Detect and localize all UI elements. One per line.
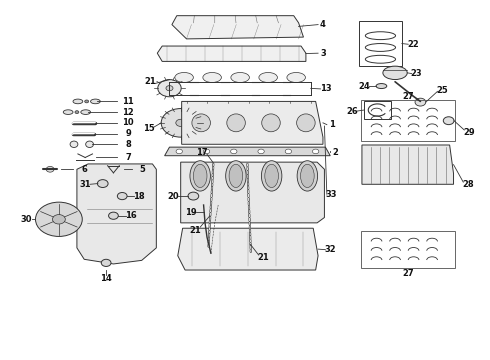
Polygon shape [165,147,330,156]
Ellipse shape [109,212,118,219]
Text: 4: 4 [320,20,326,29]
Ellipse shape [190,161,210,191]
Bar [361,231,456,268]
Text: 21: 21 [144,77,156,86]
Text: 6: 6 [81,165,87,174]
Bar [359,21,402,66]
Ellipse shape [81,110,91,114]
Polygon shape [182,102,323,144]
Text: 27: 27 [402,91,414,100]
Text: 16: 16 [124,211,136,220]
Ellipse shape [192,114,210,132]
Ellipse shape [259,72,277,82]
Text: 24: 24 [359,82,370,91]
Text: 28: 28 [463,180,474,189]
Ellipse shape [175,72,194,82]
Ellipse shape [188,192,199,200]
Ellipse shape [52,215,65,224]
Text: 25: 25 [437,86,448,95]
Ellipse shape [287,72,305,82]
Ellipse shape [231,72,249,82]
Ellipse shape [35,202,82,237]
Ellipse shape [227,114,245,132]
Polygon shape [181,162,324,223]
Ellipse shape [265,164,278,188]
Text: 21: 21 [190,225,201,234]
Text: 31: 31 [79,180,91,189]
Text: 15: 15 [143,125,155,134]
Text: 3: 3 [320,49,326,58]
Ellipse shape [443,117,454,125]
Text: 10: 10 [122,118,134,127]
Bar [361,100,456,141]
Text: 20: 20 [167,192,179,201]
Ellipse shape [258,149,264,154]
Text: 7: 7 [125,153,131,162]
Polygon shape [362,145,454,184]
Ellipse shape [75,111,79,113]
Ellipse shape [166,86,173,91]
Text: 32: 32 [324,245,336,254]
Text: 14: 14 [100,274,112,283]
Ellipse shape [376,84,387,89]
Ellipse shape [86,141,94,148]
Ellipse shape [101,259,111,266]
Text: 2: 2 [332,148,338,157]
Ellipse shape [313,149,319,154]
Ellipse shape [231,149,237,154]
Text: 26: 26 [346,107,358,116]
Ellipse shape [226,161,246,191]
Polygon shape [157,46,306,62]
Text: 21: 21 [258,253,270,262]
Ellipse shape [300,164,314,188]
Text: 8: 8 [125,140,131,149]
Ellipse shape [176,119,186,126]
Text: 18: 18 [133,192,145,201]
Text: 17: 17 [196,148,208,157]
Ellipse shape [73,99,83,104]
Ellipse shape [415,98,426,106]
Text: 23: 23 [411,69,422,78]
Text: 11: 11 [122,97,134,106]
Ellipse shape [91,99,100,104]
Text: 22: 22 [407,40,419,49]
Ellipse shape [285,149,292,154]
Ellipse shape [70,141,78,148]
Polygon shape [77,164,156,264]
Ellipse shape [85,100,89,103]
Ellipse shape [194,164,207,188]
Ellipse shape [297,161,318,191]
Text: 30: 30 [20,215,31,224]
Ellipse shape [158,80,181,97]
Text: 27: 27 [402,269,414,278]
Text: 5: 5 [140,165,146,174]
Ellipse shape [383,66,407,80]
Text: 1: 1 [329,120,335,129]
Polygon shape [178,228,318,270]
Ellipse shape [63,110,73,114]
Ellipse shape [296,114,315,132]
Ellipse shape [176,149,182,154]
Polygon shape [172,16,303,39]
Ellipse shape [262,114,280,132]
Bar [365,102,391,118]
Text: 33: 33 [326,190,338,199]
Ellipse shape [203,149,210,154]
Text: 9: 9 [125,129,131,138]
Ellipse shape [229,164,243,188]
Ellipse shape [203,72,221,82]
Text: 29: 29 [464,128,475,137]
Text: 19: 19 [185,208,196,217]
Ellipse shape [117,193,127,200]
Ellipse shape [161,109,200,137]
Ellipse shape [46,166,54,172]
Text: 13: 13 [319,84,331,93]
Ellipse shape [98,180,108,188]
Text: 12: 12 [122,108,134,117]
Ellipse shape [261,161,282,191]
